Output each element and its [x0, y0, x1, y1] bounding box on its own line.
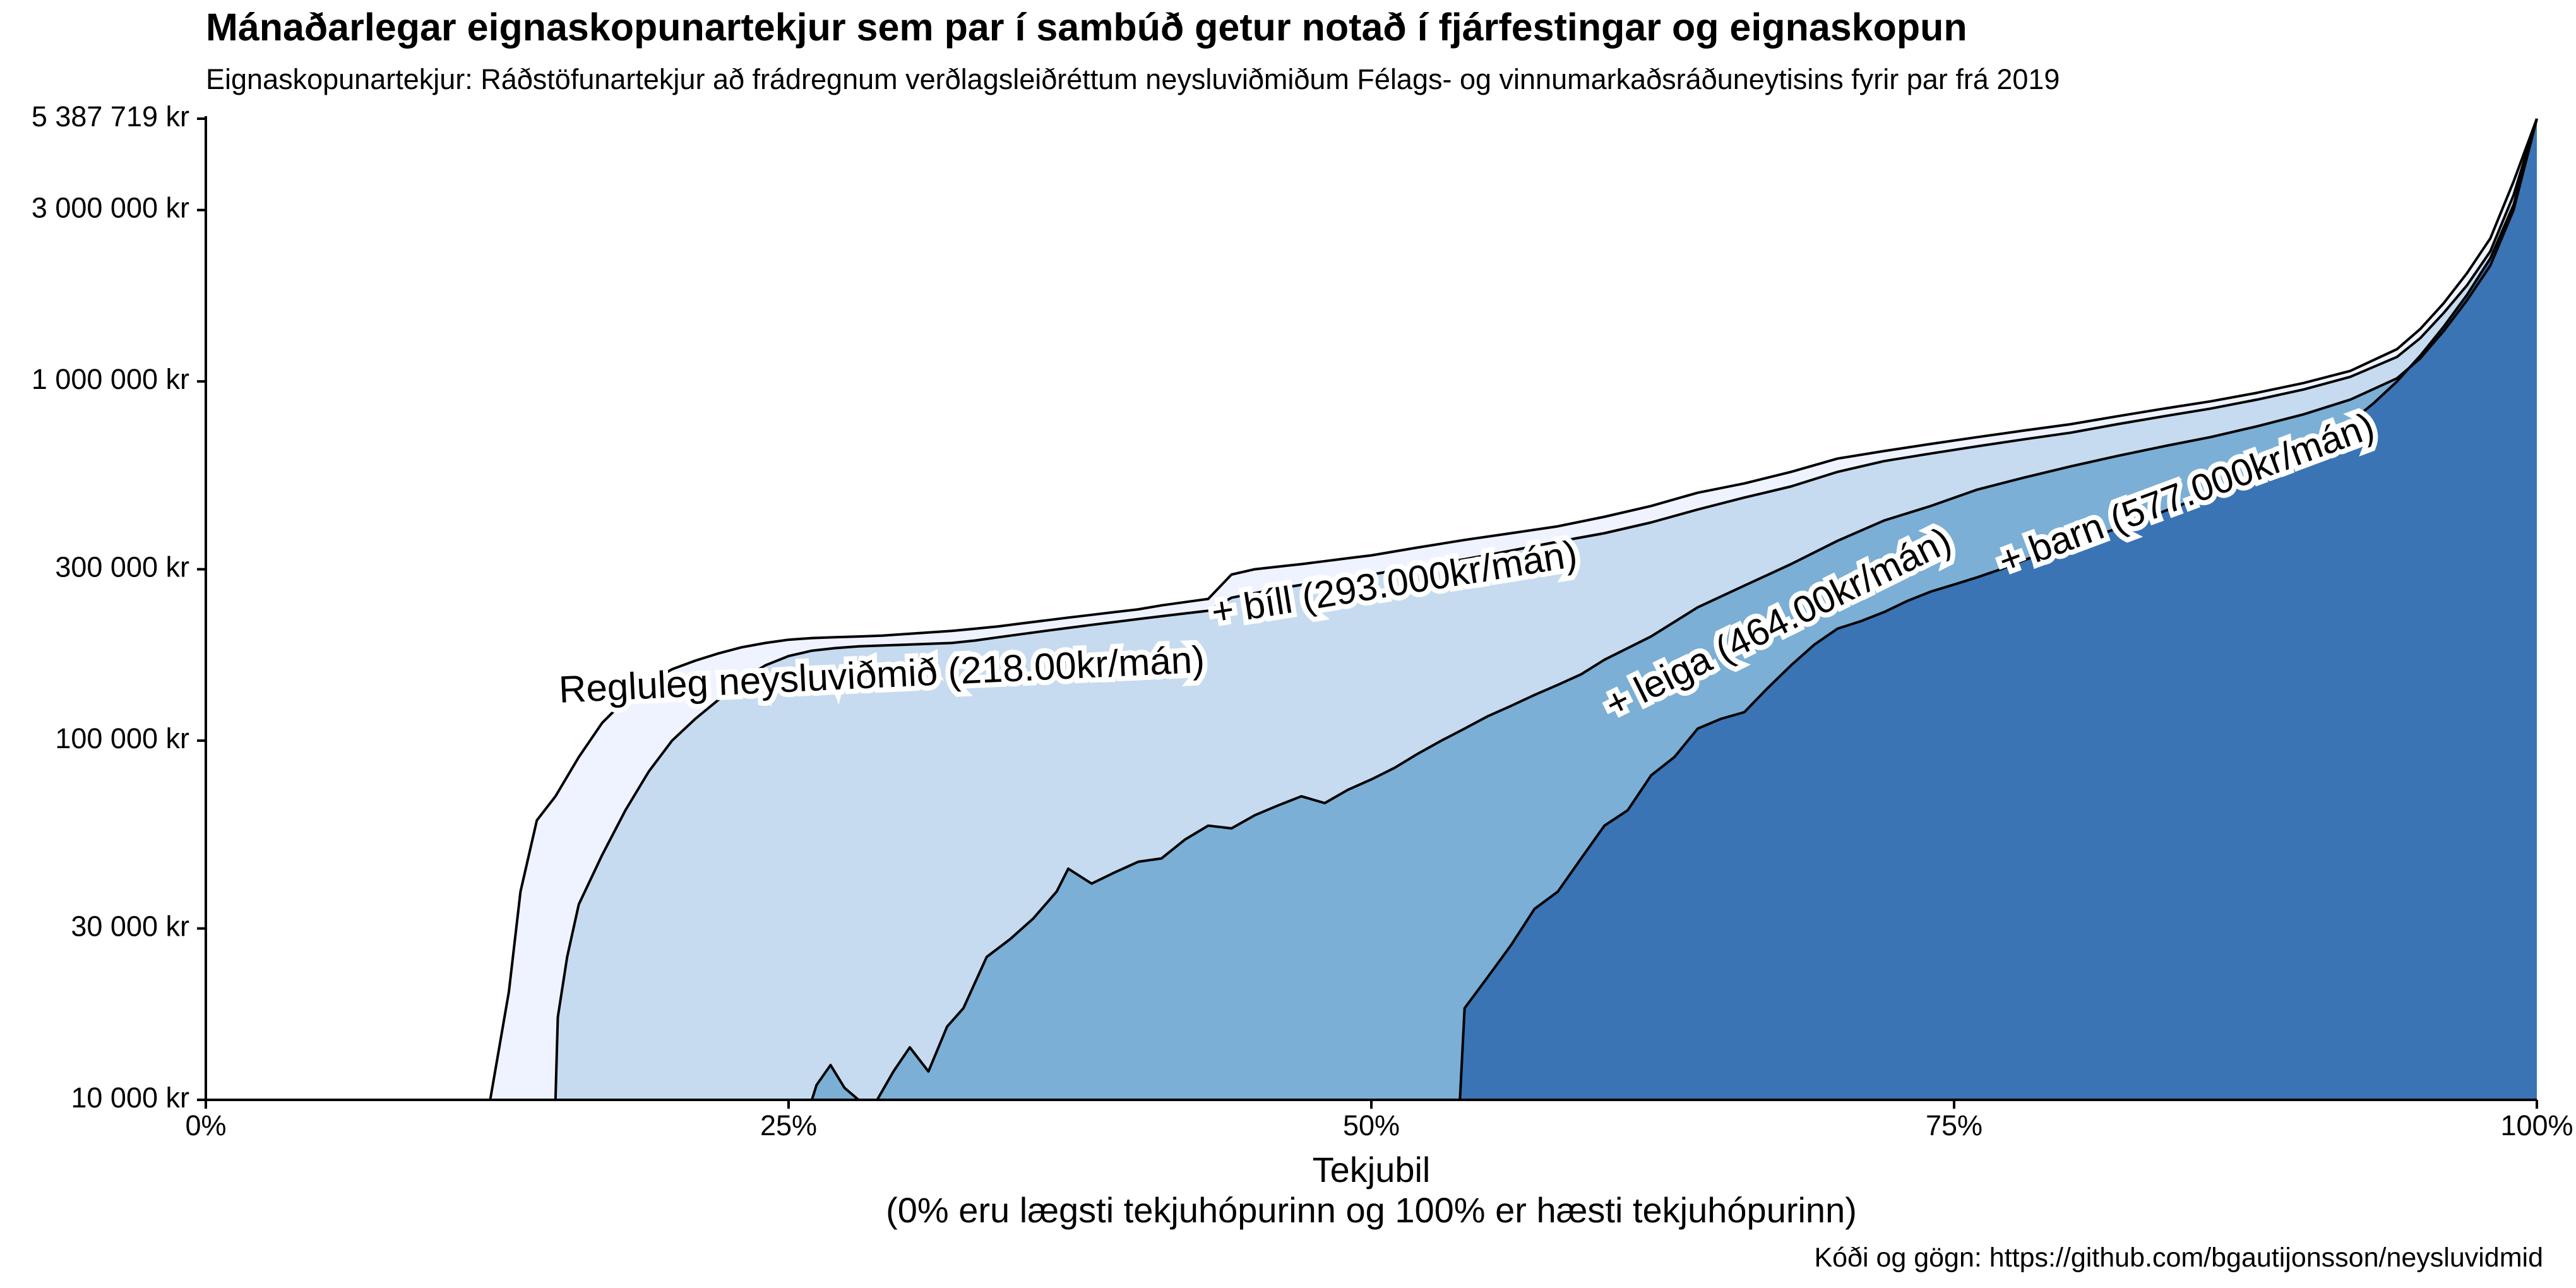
chart-subtitle: Eignaskopunartekjur: Ráðstöfunartekjur a… — [206, 63, 2060, 95]
y-tick-label-7: 5 387 719 kr — [32, 100, 189, 133]
area-series-4 — [1460, 119, 2537, 1100]
chart-lines — [489, 118, 2538, 1101]
y-tick-label-3: 100 000 kr — [55, 722, 189, 754]
x-tick-label-4: 75% — [1926, 1109, 1983, 1142]
x-axis-title: Tekjubil — [1313, 1150, 1431, 1190]
line-series-1 — [489, 118, 2538, 1100]
chart-areas — [490, 119, 2537, 1100]
chart-caption: Kóði og gögn: https://github.com/bgautij… — [1814, 1243, 2543, 1273]
line-series-2 — [554, 118, 2538, 1100]
y-tick-label-1: 10 000 kr — [71, 1082, 189, 1114]
x-tick-label-1: 0% — [185, 1109, 226, 1142]
chart-axes: 10 000 kr 30 000 kr 100 000 kr 300 000 kr 1 … — [32, 100, 2573, 1142]
line-series-3 — [810, 118, 2538, 1101]
x-tick-label-2: 25% — [760, 1109, 817, 1142]
x-tick-label-3: 50% — [1343, 1109, 1400, 1142]
y-tick-label-6: 3 000 000 kr — [32, 192, 189, 224]
y-tick-label-4: 300 000 kr — [55, 551, 189, 583]
y-tick-label-2: 30 000 kr — [71, 910, 189, 942]
chart-title: Mánaðarlegar eignaskopunartekjur sem par… — [206, 6, 1967, 49]
line-series-4 — [1458, 118, 2538, 1100]
x-axis-note: (0% eru lægsti tekjuhópurinn og 100% er … — [886, 1190, 1857, 1230]
x-tick-label-5: 100% — [2500, 1109, 2573, 1142]
y-tick-label-5: 1 000 000 kr — [32, 363, 189, 395]
